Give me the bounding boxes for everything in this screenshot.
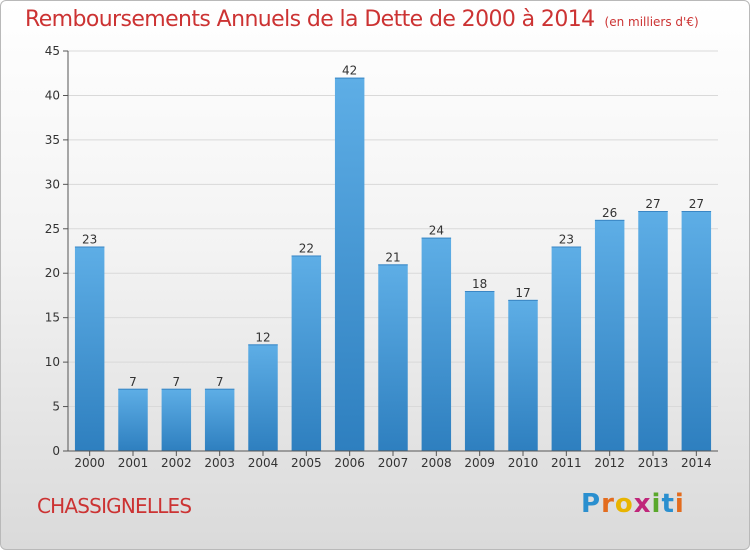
data-label: 26 (602, 206, 617, 220)
logo-letter: i (674, 489, 685, 519)
y-tick-label: 20 (45, 266, 60, 280)
data-label: 7 (216, 375, 224, 389)
logo-letter: x (633, 489, 652, 519)
x-tick-label: 2003 (204, 456, 235, 470)
data-label: 27 (689, 197, 704, 211)
y-tick-label: 15 (45, 311, 60, 325)
bar (681, 211, 712, 451)
x-tick-label: 2010 (508, 456, 539, 470)
chart-unit: (en milliers d'€) (604, 15, 699, 29)
bar-layer (74, 77, 712, 452)
x-tick-label: 2004 (248, 456, 279, 470)
commune-name: CHASSIGNELLES (37, 494, 192, 518)
bar (204, 388, 235, 451)
logo-letter: r (601, 489, 615, 519)
x-tick-label: 2013 (638, 456, 669, 470)
x-tick-label: 2009 (464, 456, 495, 470)
bar (551, 246, 582, 451)
proxiti-logo[interactable]: Proxiti (581, 489, 685, 519)
bar (334, 77, 365, 452)
y-tick-label: 10 (45, 355, 60, 369)
logo-letter: o (614, 489, 634, 519)
data-label: 7 (173, 375, 181, 389)
logo-letter: t (661, 489, 675, 519)
x-tick-label: 2014 (681, 456, 712, 470)
x-tick-label: 2002 (161, 456, 192, 470)
bar (378, 264, 408, 451)
y-tick-label: 0 (52, 444, 60, 458)
bar (594, 219, 625, 451)
x-tick-label: 2008 (421, 456, 452, 470)
logo-letter: i (651, 489, 662, 519)
chart-title: Remboursements Annuels de la Dette de 20… (25, 7, 699, 32)
bar (421, 237, 452, 451)
x-tick-label: 2012 (594, 456, 625, 470)
bar (74, 246, 105, 451)
data-label: 27 (645, 197, 660, 211)
x-tick-label: 2011 (551, 456, 582, 470)
axis-layer: 0 5 10 15 20 25 30 35 40 45 23 2000 7 2001 7 2002 7 2003 1… (45, 44, 718, 470)
y-tick-label: 30 (45, 177, 60, 191)
bar (464, 291, 495, 451)
data-label: 21 (385, 250, 400, 264)
bar (118, 388, 148, 451)
x-tick-label: 2007 (378, 456, 409, 470)
data-label: 12 (255, 330, 270, 344)
data-label: 23 (82, 233, 97, 247)
chart-title-text: Remboursements Annuels de la Dette de 20… (25, 7, 595, 32)
y-tick-label: 40 (45, 88, 60, 102)
bar (248, 344, 278, 451)
data-label: 23 (559, 233, 574, 247)
y-tick-label: 25 (45, 222, 60, 236)
y-tick-label: 35 (45, 133, 60, 147)
x-tick-label: 2005 (291, 456, 322, 470)
data-label: 18 (472, 277, 487, 291)
bar (508, 299, 538, 451)
bar (161, 388, 192, 451)
x-tick-label: 2006 (334, 456, 365, 470)
x-tick-label: 2001 (118, 456, 149, 470)
data-label: 17 (515, 286, 530, 300)
y-tick-label: 5 (52, 400, 60, 414)
logo-letter: P (581, 489, 602, 519)
bar (638, 211, 668, 451)
x-tick-label: 2000 (74, 456, 105, 470)
data-label: 42 (342, 64, 357, 78)
data-label: 22 (299, 241, 314, 255)
data-label: 7 (129, 375, 137, 389)
data-label: 24 (429, 224, 444, 238)
y-tick-label: 45 (45, 44, 60, 58)
bar (291, 255, 322, 451)
